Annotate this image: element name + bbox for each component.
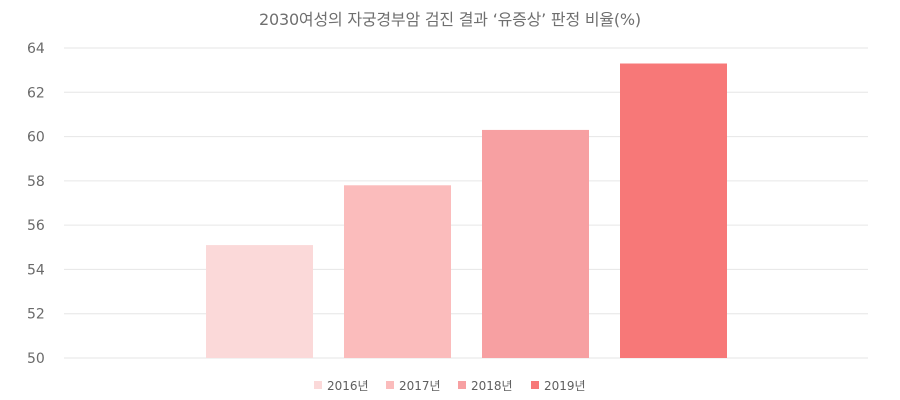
y-tick-label-54: 54 — [27, 262, 45, 278]
bar-2016년 — [206, 245, 313, 358]
y-tick-label-56: 56 — [27, 218, 45, 234]
gridlines — [64, 47, 868, 359]
chart-title: 2030여성의 자궁경부암 검진 결과 ‘유증상’ 판정 비율(%) — [259, 10, 641, 29]
bar-2019년 — [620, 63, 727, 358]
bar-2017년 — [344, 185, 451, 358]
legend-swatch-2017년 — [386, 381, 394, 389]
legend-swatch-2018년 — [458, 381, 466, 389]
legend-label-2018년: 2018년 — [471, 379, 513, 393]
y-tick-label-60: 60 — [27, 130, 45, 146]
y-tick-label-50: 50 — [27, 351, 45, 367]
legend-label-2017년: 2017년 — [399, 379, 441, 393]
y-tick-label-64: 64 — [27, 41, 45, 57]
y-tick-label-52: 52 — [27, 307, 45, 323]
bar-2018년 — [482, 129, 589, 358]
y-axis-ticks: 50 52 54 56 58 60 62 64 — [27, 41, 45, 367]
legend-swatch-2016년 — [314, 381, 322, 389]
legend-label-2016년: 2016년 — [327, 379, 369, 393]
y-tick-label-58: 58 — [27, 174, 45, 190]
legend-label-2019년: 2019년 — [544, 379, 586, 393]
legend: 2016년 2017년 2018년 2019년 — [314, 379, 586, 393]
y-tick-label-62: 62 — [27, 85, 45, 101]
legend-swatch-2019년 — [531, 381, 539, 389]
bars — [206, 63, 727, 358]
